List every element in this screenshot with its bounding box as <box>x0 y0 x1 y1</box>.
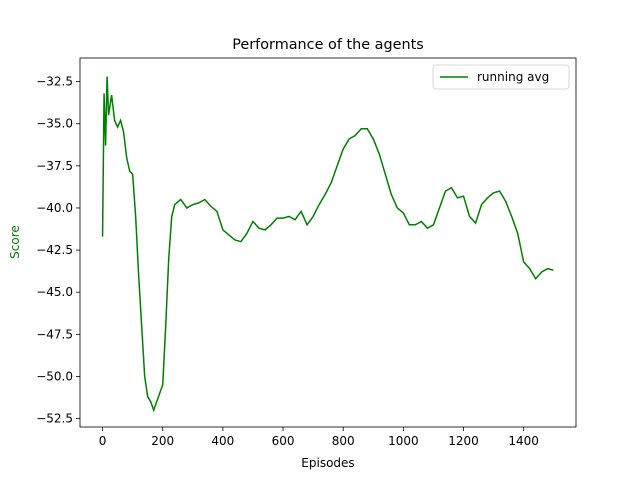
y-tick-label: −47.5 <box>36 327 73 341</box>
x-tick-label: 200 <box>151 434 174 448</box>
x-tick-label: 1000 <box>388 434 419 448</box>
x-axis-label: Episodes <box>301 456 354 470</box>
legend-label: running avg <box>477 70 549 84</box>
y-tick-label: −37.5 <box>36 159 73 173</box>
y-tick-label: −45.0 <box>36 285 73 299</box>
x-tick-label: 1400 <box>508 434 539 448</box>
y-axis-label: Score <box>8 225 22 259</box>
data-line <box>101 76 554 413</box>
y-tick-label: −32.5 <box>36 75 73 89</box>
x-tick-label: 600 <box>272 434 295 448</box>
y-tick-label: −40.0 <box>36 201 73 215</box>
y-tick-label: −52.5 <box>36 412 73 426</box>
x-tick-label: 0 <box>99 434 107 448</box>
x-tick-label: 800 <box>332 434 355 448</box>
chart-title: Performance of the agents <box>232 37 423 53</box>
plot-frame <box>79 57 577 428</box>
y-tick-label: −42.5 <box>36 243 73 257</box>
y-tick-label: −50.0 <box>36 369 73 383</box>
x-tick-label: 400 <box>211 434 234 448</box>
legend-box <box>432 64 570 90</box>
y-tick-label: −35.0 <box>36 117 73 131</box>
x-tick-label: 1200 <box>448 434 479 448</box>
